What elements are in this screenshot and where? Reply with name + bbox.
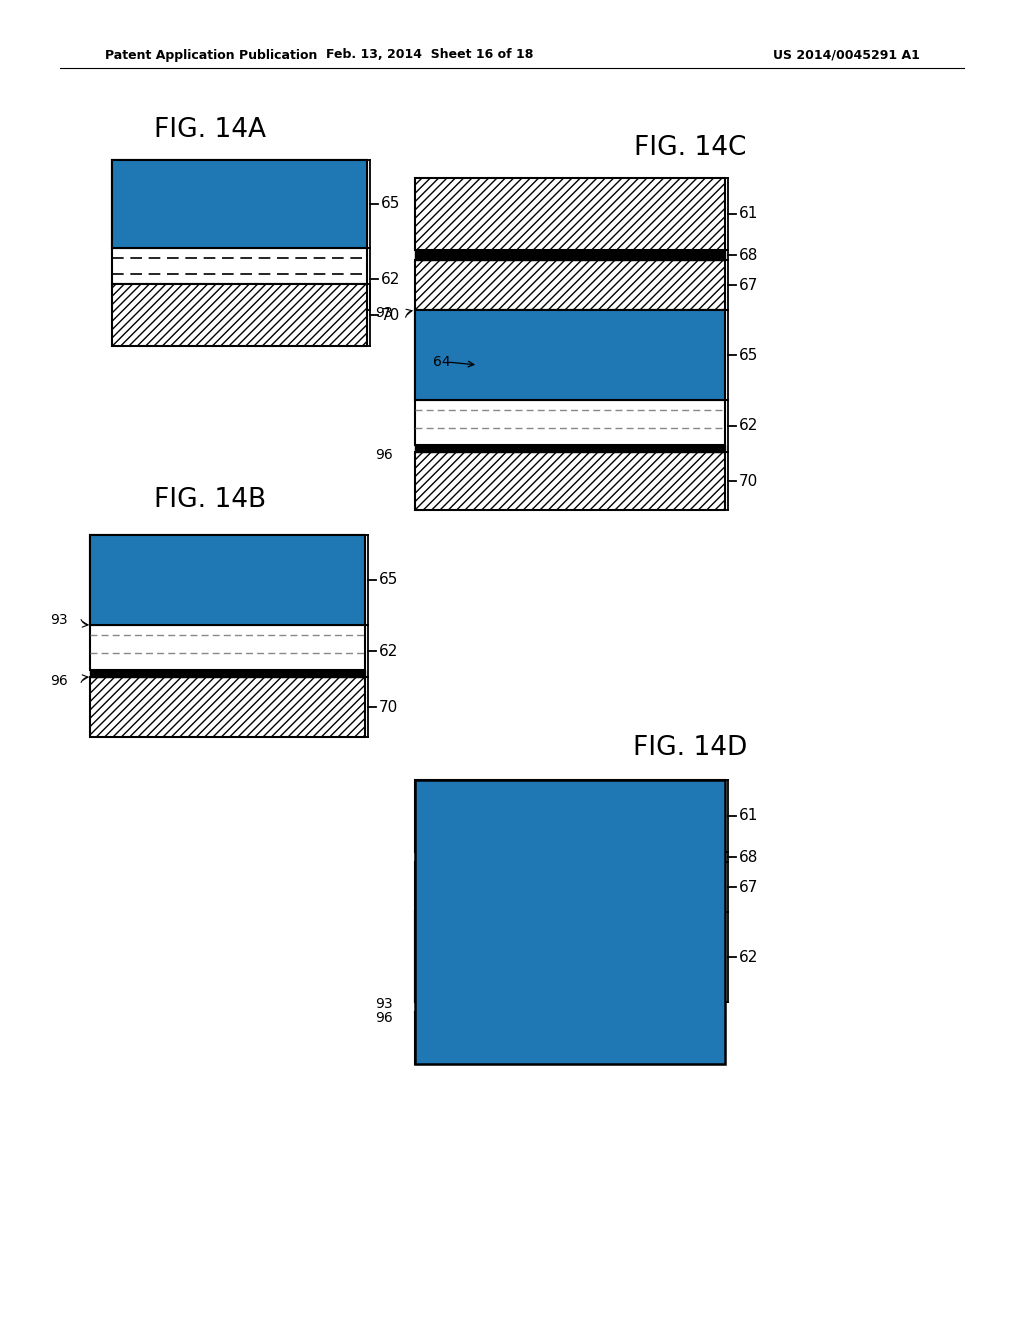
Bar — [475, 315, 675, 370]
Bar — [90, 624, 365, 671]
Bar — [415, 912, 725, 1002]
Text: 62: 62 — [381, 272, 400, 286]
Bar — [527, 920, 565, 945]
Text: 64: 64 — [433, 355, 451, 370]
Bar — [415, 780, 725, 851]
Bar — [527, 318, 565, 343]
Text: 64: 64 — [433, 957, 451, 972]
Bar — [168, 541, 336, 595]
Text: 67: 67 — [739, 879, 759, 895]
Bar — [475, 917, 675, 972]
Bar — [278, 169, 313, 193]
Bar — [112, 248, 367, 284]
Text: 65: 65 — [379, 573, 398, 587]
Bar — [415, 451, 725, 510]
Text: 93: 93 — [50, 612, 68, 627]
Text: FIG. 14C: FIG. 14C — [634, 135, 746, 161]
Bar — [615, 318, 653, 343]
Text: 70: 70 — [381, 308, 400, 322]
Bar — [90, 535, 365, 624]
Bar — [90, 671, 365, 677]
Text: 70: 70 — [379, 700, 398, 714]
Bar — [415, 178, 725, 249]
Bar — [475, 917, 675, 972]
Bar — [571, 920, 609, 945]
Text: FIG. 14A: FIG. 14A — [154, 117, 266, 143]
Text: 61: 61 — [739, 808, 759, 824]
Bar — [90, 535, 365, 624]
Bar — [415, 851, 725, 862]
Text: 64: 64 — [132, 579, 150, 594]
Text: 96: 96 — [50, 675, 68, 688]
Bar — [190, 166, 355, 220]
Bar — [615, 920, 653, 945]
Text: 96: 96 — [375, 1011, 393, 1026]
Text: US 2014/0045291 A1: US 2014/0045291 A1 — [773, 49, 920, 62]
Bar — [415, 310, 725, 400]
Bar — [296, 544, 331, 568]
Bar — [112, 160, 367, 248]
Bar — [190, 166, 355, 220]
Text: 62: 62 — [739, 949, 759, 965]
Bar — [176, 544, 211, 568]
Bar — [483, 920, 521, 945]
Bar — [112, 160, 367, 248]
Bar — [318, 169, 353, 193]
Text: Patent Application Publication: Patent Application Publication — [105, 49, 317, 62]
Bar — [415, 862, 725, 912]
Bar — [415, 310, 725, 400]
Text: 61: 61 — [739, 206, 759, 222]
Bar — [415, 260, 725, 310]
Bar — [216, 544, 251, 568]
Bar — [415, 1012, 725, 1064]
Bar — [415, 400, 725, 445]
Bar — [571, 318, 609, 343]
Bar — [238, 169, 273, 193]
Text: 68: 68 — [739, 850, 759, 865]
Bar — [415, 249, 725, 260]
Bar — [112, 284, 367, 346]
Text: FIG. 14D: FIG. 14D — [633, 735, 748, 762]
Text: 67: 67 — [739, 277, 759, 293]
Text: 62: 62 — [379, 644, 398, 659]
Text: 70: 70 — [739, 474, 758, 488]
Text: 96: 96 — [375, 447, 393, 462]
Text: 64: 64 — [157, 205, 175, 219]
Text: 65: 65 — [739, 347, 759, 363]
Bar — [415, 780, 725, 1064]
Text: 93: 93 — [376, 306, 393, 319]
Bar — [256, 544, 291, 568]
Bar — [475, 315, 675, 370]
Text: 62: 62 — [739, 418, 759, 433]
Text: FIG. 14B: FIG. 14B — [154, 487, 266, 513]
Text: 65: 65 — [381, 197, 400, 211]
Bar — [483, 318, 521, 343]
Bar — [415, 445, 725, 451]
Bar — [168, 541, 336, 595]
Bar — [198, 169, 233, 193]
Text: Feb. 13, 2014  Sheet 16 of 18: Feb. 13, 2014 Sheet 16 of 18 — [327, 49, 534, 62]
Text: 68: 68 — [739, 248, 759, 263]
Bar — [415, 912, 725, 1002]
Bar — [90, 677, 365, 737]
Text: 93: 93 — [376, 997, 393, 1011]
